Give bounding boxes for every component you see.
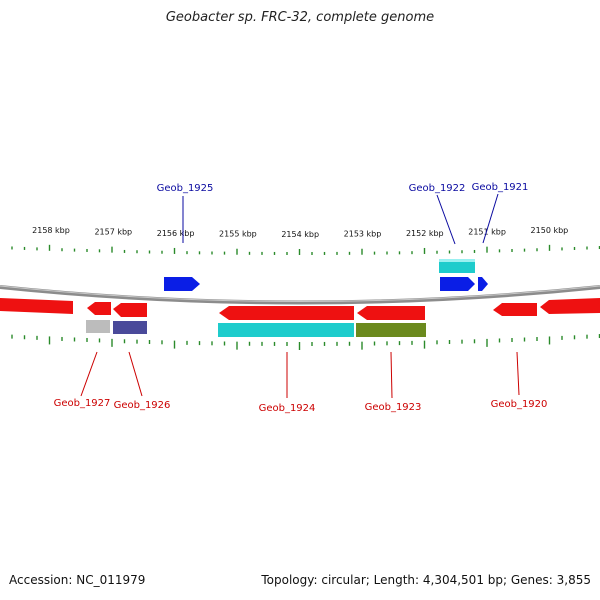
- gene-label-geob-1920[interactable]: Geob_1920: [491, 399, 548, 410]
- scale-labels: 2158 kbp 2157 kbp 2156 kbp 2155 kbp 2154 kbp…: [32, 226, 568, 239]
- scale-label: 2153 kbp: [344, 230, 382, 239]
- feature-cyan-bottom[interactable]: [218, 323, 354, 337]
- scale-ticks-inner: [11, 334, 600, 350]
- gene-label-geob-1921[interactable]: Geob_1921: [472, 182, 529, 193]
- label-leader-lines: [80, 193, 520, 399]
- genome-backbone-highlight: [0, 285, 600, 302]
- scale-label: 2157 kbp: [94, 228, 132, 237]
- gene-label-geob-1923[interactable]: Geob_1923: [365, 402, 422, 413]
- feature-cyan-top[interactable]: [439, 259, 475, 273]
- scale-label: 2154 kbp: [281, 230, 319, 239]
- gene-arrow-geob-1922[interactable]: [440, 277, 475, 291]
- gene-label-geob-1922[interactable]: Geob_1922: [409, 183, 466, 194]
- gene-arrow-geob-1926[interactable]: [113, 303, 147, 317]
- gene-label-geob-1927[interactable]: Geob_1927: [54, 398, 111, 409]
- gene-arrow-geob-1920[interactable]: [493, 303, 537, 316]
- gene-arrow-geob-1921[interactable]: [478, 277, 488, 291]
- gene-label-geob-1925[interactable]: Geob_1925: [157, 183, 214, 194]
- feature-olive[interactable]: [356, 323, 426, 337]
- gene-arrow-right-edge[interactable]: [540, 298, 600, 314]
- scale-label: 2155 kbp: [219, 230, 257, 239]
- scale-label: 2152 kbp: [406, 229, 444, 238]
- genome-summary-text: Topology: circular; Length: 4,304,501 bp…: [261, 573, 591, 587]
- gene-arrow-geob-1924[interactable]: [219, 306, 354, 320]
- gene-arrow-geob-1927[interactable]: [87, 302, 111, 315]
- feature-grey[interactable]: [86, 320, 110, 333]
- scale-label: 2150 kbp: [531, 226, 569, 235]
- scale-label: 2156 kbp: [157, 229, 195, 238]
- gene-label-geob-1926[interactable]: Geob_1926: [114, 400, 171, 411]
- feature-cyan-top-highlight: [439, 259, 475, 262]
- map-title: Geobacter sp. FRC-32, complete genome: [165, 10, 435, 25]
- accession-text: Accession: NC_011979: [9, 573, 146, 587]
- gene-arrow-left-edge[interactable]: [0, 298, 73, 314]
- scale-label: 2151 kbp: [468, 228, 506, 237]
- gene-label-geob-1924[interactable]: Geob_1924: [259, 403, 316, 414]
- gene-labels: Geob_1925 Geob_1922 Geob_1921 Geob_1927 …: [54, 182, 548, 414]
- feature-navy[interactable]: [113, 321, 147, 334]
- gene-arrow-geob-1925[interactable]: [164, 277, 200, 291]
- scale-label: 2158 kbp: [32, 226, 70, 235]
- gene-arrow-geob-1923[interactable]: [357, 306, 425, 320]
- scale-ticks-outer: [11, 244, 600, 255]
- genome-backbone: [0, 285, 600, 305]
